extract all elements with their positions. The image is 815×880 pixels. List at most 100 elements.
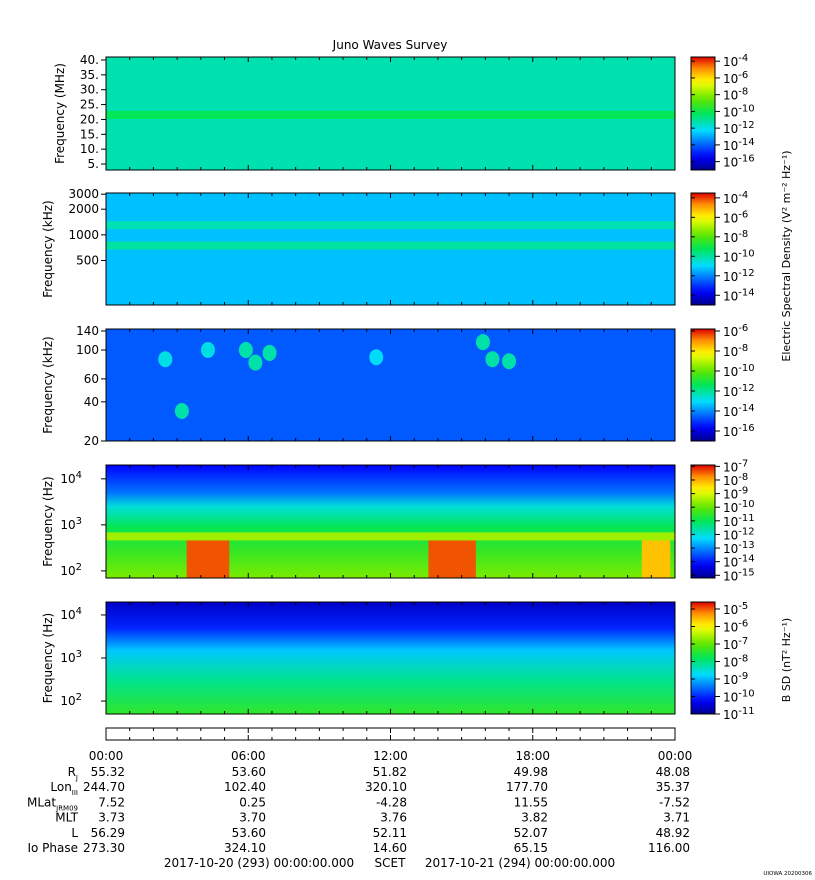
y-tick-label: 140 [76,324,99,338]
ephemeris-value: 324.10 [224,841,266,855]
colorbar-tick-label: 10-12 [723,268,755,284]
colorbar-scale [690,464,716,579]
colorbar-tick-label: 10-6 [723,619,748,635]
emission-blob [485,351,500,368]
y-tick-label: 30. [80,83,99,97]
ephemeris-value: 102.40 [224,780,266,794]
colorbar-tick-label: 10-6 [723,70,748,86]
ephemeris-value: 49.98 [514,765,548,779]
colorbar-tick-label: 10-4 [723,190,748,206]
y-tick-label: 25. [80,98,99,112]
time-tick-label: 06:00 [231,749,266,763]
emission-band [106,532,675,541]
figure-title: Juno Waves Survey [332,38,448,52]
ephemeris-value: 3.71 [663,811,690,825]
ephemeris-value: 177.70 [506,780,548,794]
time-tick-label: 00:00 [89,749,124,763]
emission-blob [158,351,173,368]
ephemeris-value: 3.70 [239,811,266,825]
ephemeris-value: 48.92 [656,826,690,840]
y-tick-label: 100 [76,343,99,357]
ephemeris-value: 52.11 [373,826,407,840]
ephemeris-row-label: Io Phase [27,841,78,855]
y-tick-label: 500 [76,253,99,267]
y-tick-label: 60 [84,372,99,386]
colorbar-tick-label: 10-12 [723,383,755,399]
ephemeris-value: -7.52 [659,795,690,809]
ephemeris-value: 3.76 [380,811,407,825]
y-tick-label: 103 [60,516,82,532]
colorbar-tick-label: 10-10 [723,689,755,705]
colorbar-tick-label: 10-8 [723,654,748,670]
ephemeris-value: 116.00 [648,841,690,855]
ephemeris-value: 14.60 [373,841,407,855]
emission-blob [502,353,517,370]
y-tick-label: 2000 [68,202,99,216]
colorbar-scale [690,601,716,715]
colorbar-tick-label: 10-12 [723,120,755,136]
colorbar-tick-label: 10-11 [723,706,755,722]
ephemeris-value: 320.10 [365,780,407,794]
colorbar-tick-label: 10-7 [723,636,748,652]
spectrogram-panels: 5.10.15.20.25.30.35.40. Frequency (MHz) 10… [41,53,755,722]
ephemeris-row-label: LonIII [50,780,78,797]
colorbar-scale [690,56,716,171]
y-tick-label: 20. [80,112,99,126]
colorbar-tick-label: 10-9 [723,671,748,687]
ephemeris-value: 3.73 [98,811,125,825]
colorbar-tick-label: 10-10 [723,103,755,119]
y-tick-label: 3000 [68,187,99,201]
y-axis-label: Frequency (kHz) [41,200,55,297]
footer-scet: SCET [375,856,407,870]
ephemeris-table: RJ 55.32 53.60 51.82 49.98 48.08 LonIII 244.70 1… [27,765,690,855]
panel-1: 5.10.15.20.25.30.35.40. Frequency (MHz) 10… [53,53,755,171]
ephemeris-value: 51.82 [373,765,407,779]
y-tick-label: 103 [60,649,82,665]
colorbar-2: 10-4 10-6 10-8 10-10 10-12 10-14 [690,190,755,306]
y-tick-label: 102 [60,692,82,708]
panel-2-plot [106,193,675,305]
colorbar-4: 10-710-810-910-1010-1110-1210-1310-1410-… [690,458,755,583]
emission-blob [262,344,277,361]
y-tick-label: 40. [80,53,99,67]
colorbar-tick-label: 10-6 [723,323,748,339]
colorbar-scale [690,328,716,442]
y-tick-label: 20 [84,434,99,448]
ephemeris-row-label: RJ [68,765,78,782]
y-tick-label: 40 [84,395,99,409]
spectrogram-background [106,602,675,714]
y-tick-label: 104 [60,606,82,622]
ephemeris-value: 7.52 [98,795,125,809]
y-tick-label: 10. [80,142,99,156]
ephemeris-value: 48.08 [656,765,690,779]
y-tick-label: 5. [88,157,99,171]
emission-band [106,241,675,250]
emission-band [106,110,675,119]
ephemeris-value: 52.07 [514,826,548,840]
time-tick-label: 00:00 [658,749,693,763]
emission-blob [248,354,263,371]
emission-blob [238,342,253,359]
y-axis-label: Frequency (kHz) [41,336,55,433]
colorbar-tick-label: 10-16 [723,423,755,439]
emission-blob [200,342,215,359]
panel-4: 102 103 104 Frequency (Hz) 10-710-810-910-10… [41,458,755,583]
ephemeris-value: 65.15 [514,841,548,855]
uiowa-stamp: UIOWA 20200306 [763,871,812,877]
emission-band [106,221,675,230]
ephemeris-value: -4.28 [376,795,407,809]
emission-burst [641,540,671,578]
ephemeris-value: 244.70 [83,780,125,794]
ephemeris-row-label: MLT [55,811,78,825]
colorbar-tick-label: 10-4 [723,53,748,69]
colorbar-tick-label: 10-10 [723,248,755,264]
ephemeris-value: 53.60 [232,826,266,840]
colorbar-label-magnetic: B SD (nT² Hz⁻¹) [780,618,793,702]
footer-end-time: 2017-10-21 (294) 00:00:00.000 [425,856,615,870]
ephemeris-row-label: L [71,826,78,840]
colorbar-tick-label: 10-14 [723,137,755,153]
